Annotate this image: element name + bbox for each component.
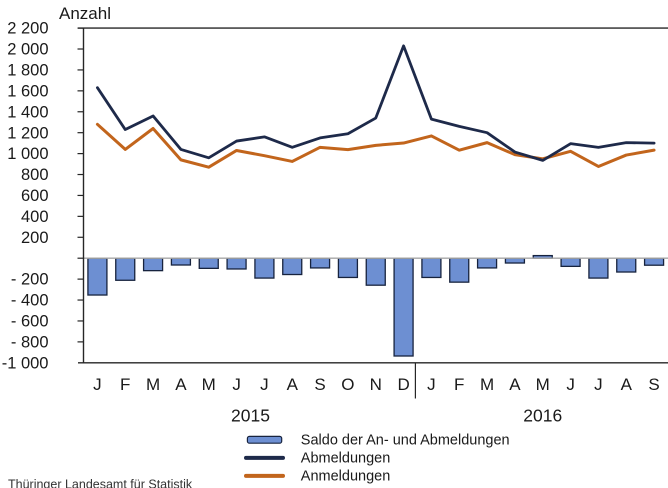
svg-text:Anmeldungen: Anmeldungen xyxy=(301,468,391,484)
svg-text:S: S xyxy=(314,375,325,394)
svg-text:M: M xyxy=(146,375,160,394)
svg-text:- 800: - 800 xyxy=(11,333,49,351)
svg-text:M: M xyxy=(480,375,494,394)
svg-text:Abmeldungen: Abmeldungen xyxy=(301,451,391,467)
svg-text:1 000: 1 000 xyxy=(7,145,48,163)
svg-text:2 200: 2 200 xyxy=(7,20,48,38)
svg-text:200: 200 xyxy=(21,229,49,247)
svg-text:J: J xyxy=(566,375,575,394)
svg-text:O: O xyxy=(341,375,354,394)
svg-text:800: 800 xyxy=(21,166,49,184)
svg-text:A: A xyxy=(287,375,299,394)
svg-text:D: D xyxy=(397,375,409,394)
svg-text:- 600: - 600 xyxy=(11,313,49,331)
svg-text:A: A xyxy=(509,375,521,394)
svg-text:N: N xyxy=(370,375,382,394)
svg-text:- 200: - 200 xyxy=(11,271,49,289)
svg-text:F: F xyxy=(120,375,130,394)
svg-text:2015: 2015 xyxy=(231,406,270,426)
svg-text:M: M xyxy=(202,375,216,394)
svg-text:J: J xyxy=(594,375,603,394)
svg-text:J: J xyxy=(232,375,241,394)
svg-text:2016: 2016 xyxy=(523,406,562,426)
svg-text:J: J xyxy=(93,375,102,394)
svg-text:M: M xyxy=(536,375,550,394)
svg-text:2 000: 2 000 xyxy=(7,41,48,59)
svg-text:600: 600 xyxy=(21,187,49,205)
svg-text:J: J xyxy=(260,375,269,394)
svg-text:F: F xyxy=(454,375,464,394)
svg-text:1 400: 1 400 xyxy=(7,103,48,121)
svg-text:Thüringer Landesamt für Statis: Thüringer Landesamt für Statistik xyxy=(8,478,193,488)
svg-text:A: A xyxy=(621,375,633,394)
svg-text:S: S xyxy=(648,375,659,394)
svg-text:J: J xyxy=(427,375,436,394)
svg-text:1 800: 1 800 xyxy=(7,62,48,80)
svg-text:-1 000: -1 000 xyxy=(2,354,49,372)
svg-text:A: A xyxy=(175,375,187,394)
svg-text:400: 400 xyxy=(21,208,49,226)
svg-text:1 200: 1 200 xyxy=(7,124,48,142)
svg-text:Anzahl: Anzahl xyxy=(59,4,111,23)
svg-text:Saldo der An- und Abmeldungen: Saldo der An- und Abmeldungen xyxy=(301,433,510,449)
svg-text:1 600: 1 600 xyxy=(7,82,48,100)
svg-text:- 400: - 400 xyxy=(11,292,49,310)
